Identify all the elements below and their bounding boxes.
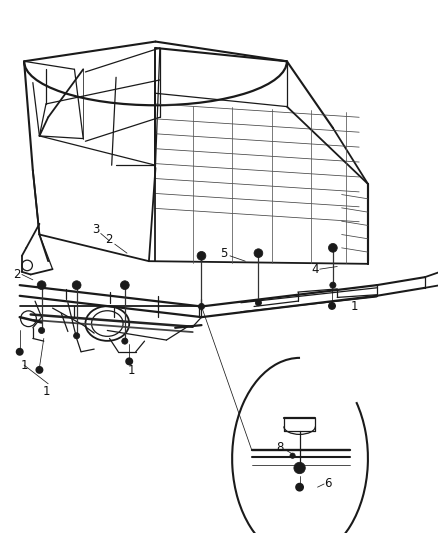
Circle shape	[74, 333, 80, 339]
Text: 5: 5	[220, 247, 227, 260]
Circle shape	[17, 349, 23, 355]
Text: 1: 1	[351, 300, 359, 313]
Circle shape	[122, 338, 128, 344]
Circle shape	[37, 281, 46, 289]
Circle shape	[294, 462, 305, 474]
Circle shape	[36, 367, 42, 373]
Circle shape	[254, 249, 263, 257]
Circle shape	[329, 303, 335, 309]
Text: 1: 1	[127, 364, 135, 377]
Circle shape	[120, 281, 129, 289]
Text: 3: 3	[92, 223, 99, 236]
Text: 8: 8	[277, 441, 284, 454]
Circle shape	[197, 252, 206, 260]
Text: 1: 1	[42, 385, 50, 398]
Text: 2: 2	[13, 268, 21, 281]
Text: 2: 2	[105, 233, 113, 246]
Circle shape	[72, 281, 81, 289]
Text: 6: 6	[324, 478, 332, 490]
Text: 1: 1	[20, 359, 28, 372]
Circle shape	[126, 358, 132, 365]
Text: 4: 4	[311, 263, 319, 276]
Circle shape	[330, 282, 336, 288]
Circle shape	[296, 483, 303, 491]
Circle shape	[255, 300, 261, 306]
Circle shape	[39, 327, 45, 334]
Circle shape	[290, 453, 295, 458]
Circle shape	[328, 244, 337, 252]
Circle shape	[198, 303, 205, 310]
